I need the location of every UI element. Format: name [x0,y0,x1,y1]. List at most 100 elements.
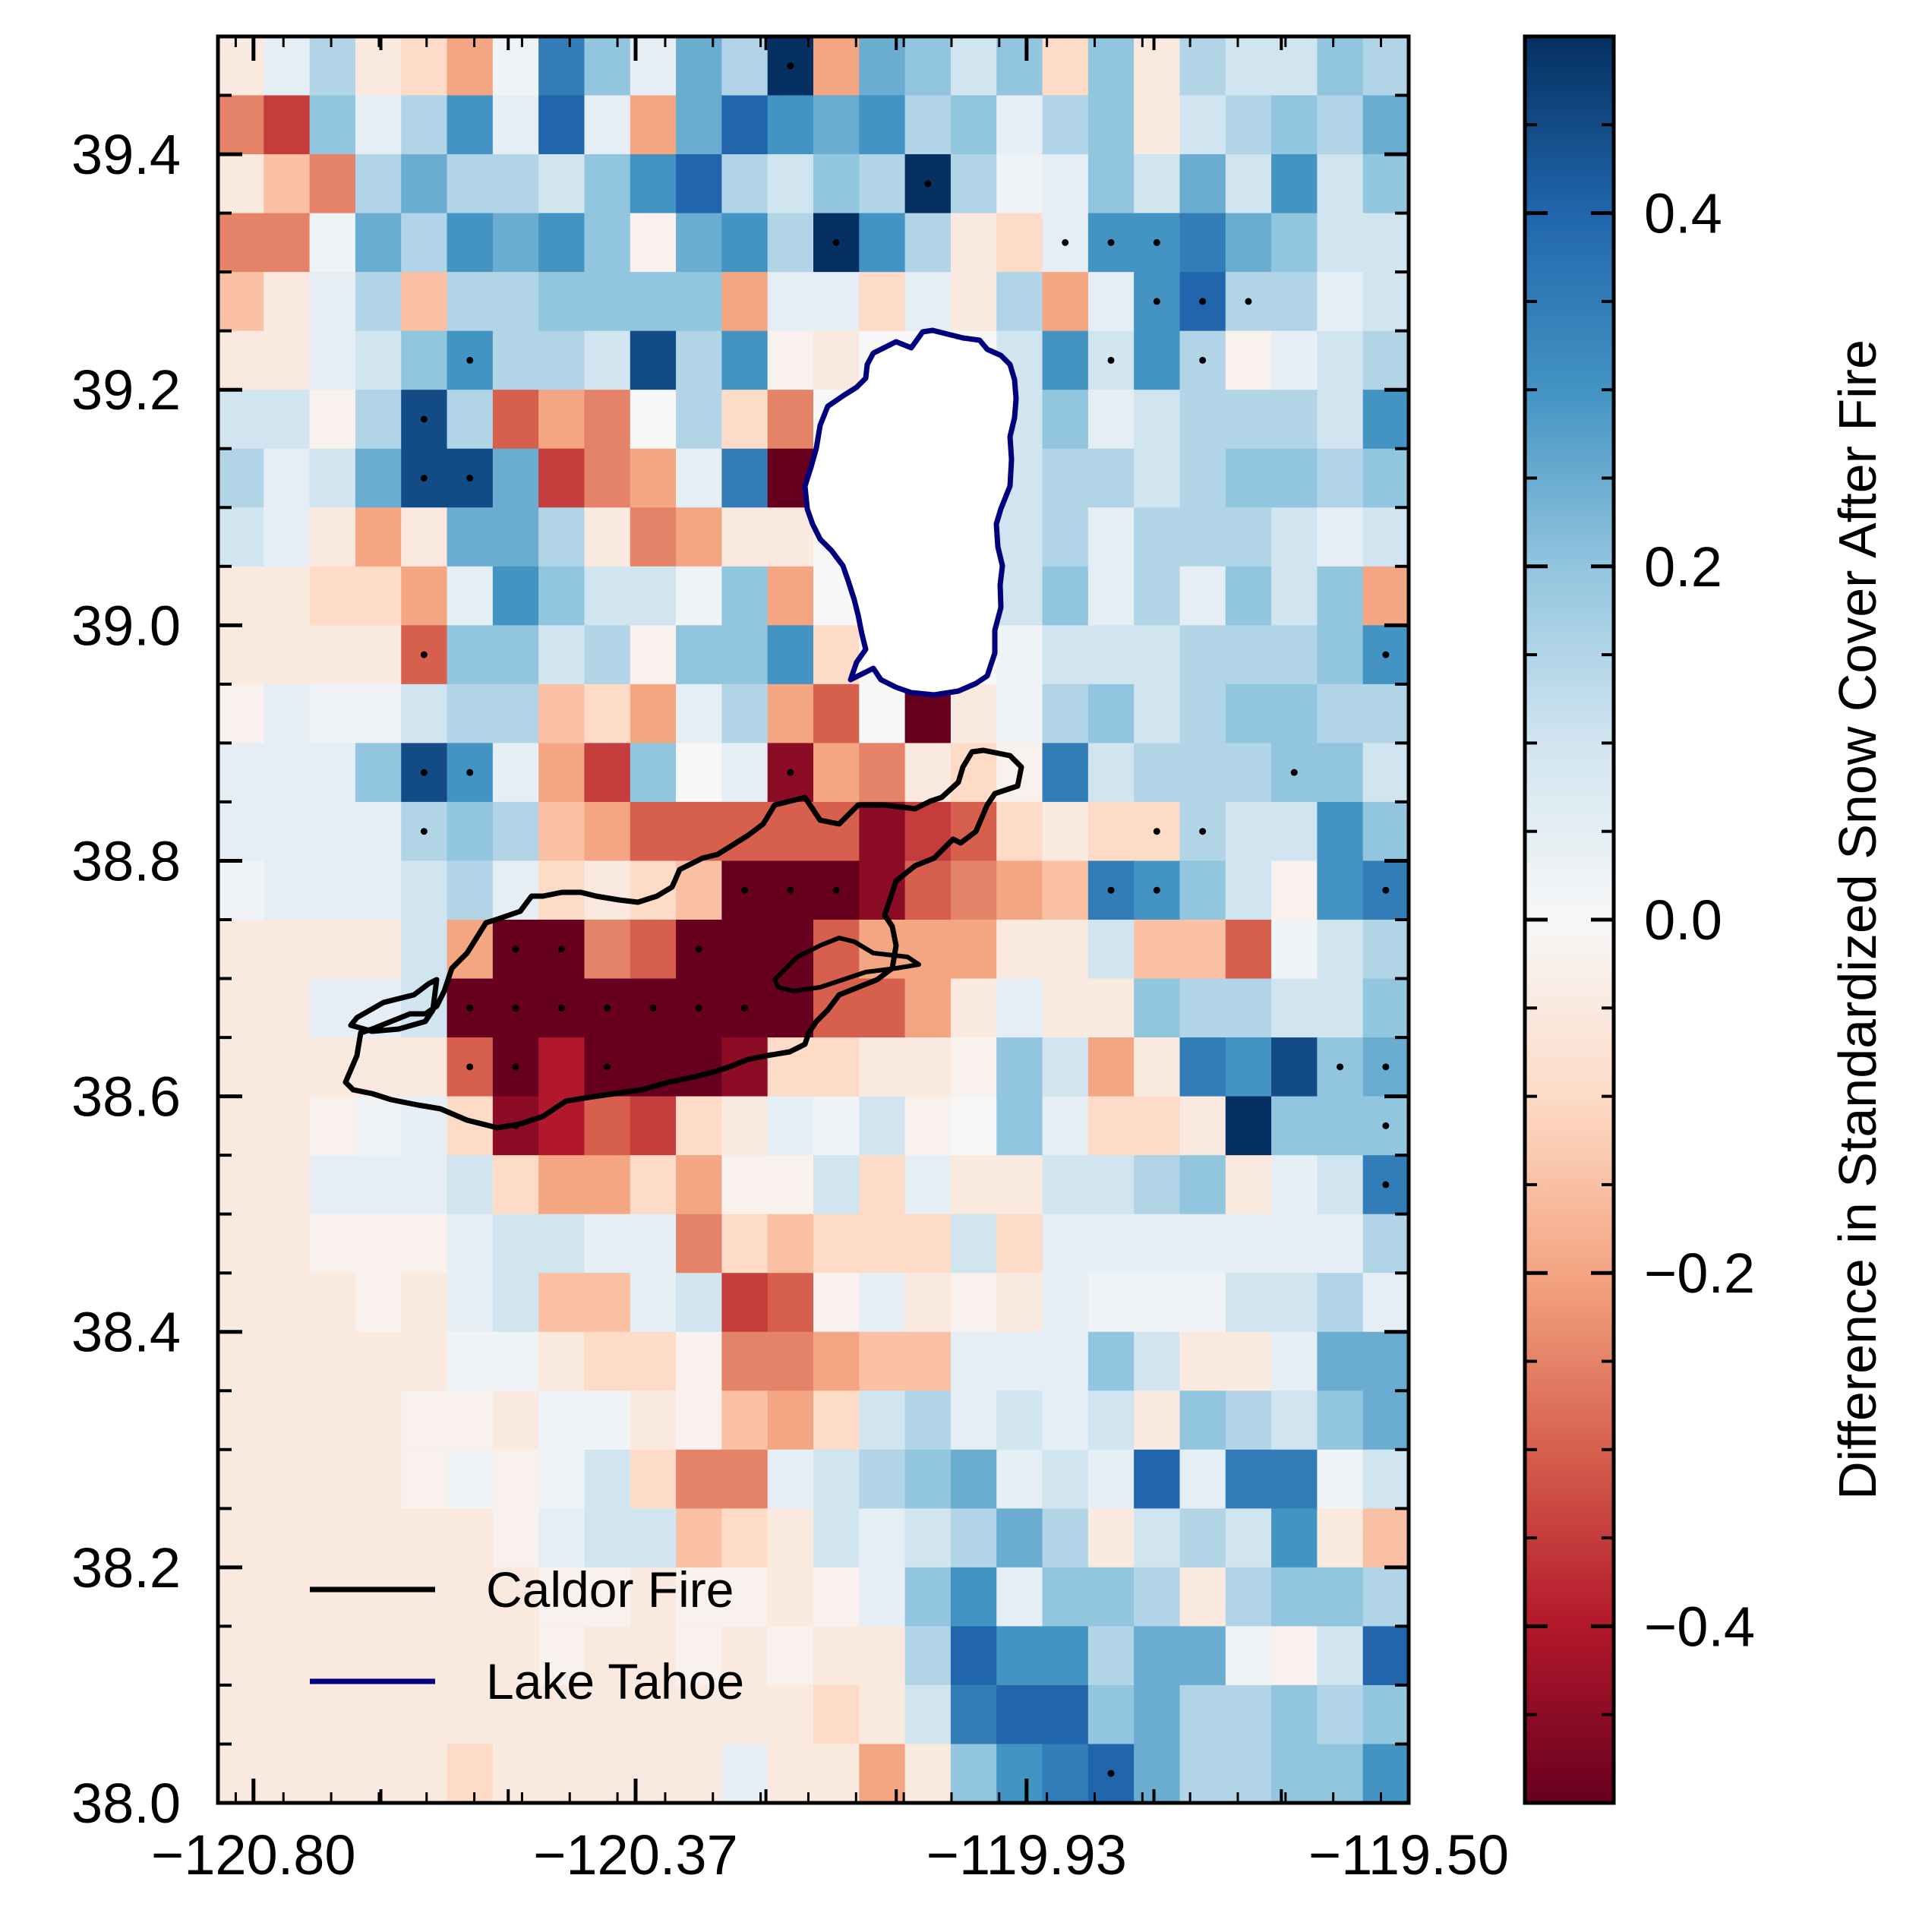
heatmap-cell [401,1449,448,1509]
heatmap-cell [1042,860,1089,920]
heatmap-cell [676,1508,722,1568]
heatmap-cell [264,1096,311,1156]
heatmap-cell [355,1508,402,1568]
lake-tahoe-outline [802,327,1019,698]
heatmap-cell [1087,743,1135,803]
heatmap-cell [1225,1331,1272,1391]
heatmap-cell [721,566,769,626]
heatmap-cell [1087,95,1135,155]
heatmap-cell [904,36,952,96]
heatmap-cell [492,1273,539,1333]
heatmap-cell [492,1567,539,1627]
heatmap-cell [676,1567,722,1627]
heatmap-cell [630,1155,677,1215]
heatmap-cell [904,1391,952,1451]
heatmap-cell [1087,978,1135,1038]
heatmap-cell [950,1391,997,1451]
heatmap-cell [767,920,814,980]
heatmap-cell [218,1155,264,1215]
colorbar-tick-label: −0.4 [1644,1595,1755,1658]
heatmap-cell [721,1391,769,1451]
heatmap-cell [309,36,356,96]
heatmap-cell [721,1331,769,1391]
heatmap-cell [447,625,494,685]
heatmap-cell [401,1331,448,1391]
heatmap-cell [538,272,585,332]
significance-dots [420,62,1390,1777]
heatmap-cell [1225,1155,1272,1215]
heatmap-cell [1225,978,1272,1038]
heatmap-cell [538,683,585,743]
heatmap-cell [492,272,539,332]
heatmap-cell [1042,36,1089,96]
heatmap-cell [355,801,402,862]
heatmap-cell [1225,507,1272,567]
heatmap-cell [950,1155,997,1215]
heatmap-cell [1317,1567,1364,1627]
heatmap-cell [996,154,1043,214]
heatmap-cell [813,1744,860,1804]
heatmap-cell [538,95,585,155]
heatmap-cell [584,95,631,155]
heatmap-cell [859,801,906,862]
heatmap-cell [1271,1155,1318,1215]
heatmap-cell [218,743,264,803]
heatmap-cell [904,1037,952,1097]
heatmap-cell [447,1684,494,1745]
heatmap-cell [1317,507,1364,567]
heatmap-cell [401,1567,448,1627]
heatmap-cell [492,743,539,803]
heatmap-cell [1087,1273,1135,1333]
heatmap-cell [218,95,264,155]
colorbar-tick-label: −0.2 [1644,1242,1755,1305]
heatmap-cell [355,625,402,685]
heatmap-cell [1362,566,1409,626]
heatmap-cell [859,1744,906,1804]
heatmap-cell [447,1508,494,1568]
heatmap-cell [1087,801,1135,862]
heatmap-cell [1087,1037,1135,1097]
heatmap-cell [1317,448,1364,508]
heatmap-cell [996,566,1043,626]
heatmap-cell [1042,683,1089,743]
heatmap-cell [1134,1508,1181,1568]
heatmap-cell [767,1096,814,1156]
heatmap-cell [1225,683,1272,743]
heatmap-cell [218,1744,264,1804]
heatmap-cell [218,1214,264,1274]
heatmap-cell [401,1391,448,1451]
heatmap-cell [1134,1567,1181,1627]
heatmap-cell [1271,1508,1318,1568]
heatmap-cell [767,1391,814,1451]
heatmap-cell [1179,507,1226,567]
significance-dot [1199,298,1207,305]
heatmap-cell [721,507,769,567]
heatmap-cell [676,36,722,96]
heatmap-cell [1134,1449,1181,1509]
heatmap-cell [1042,1567,1089,1627]
heatmap-cell [1225,801,1272,862]
heatmap-cell [950,213,997,273]
heatmap-cell [630,1391,677,1451]
heatmap-cell [447,390,494,450]
heatmap-cell [264,1626,311,1686]
significance-dot [832,238,840,246]
heatmap-cell [813,330,860,390]
heatmap-cell [538,448,585,508]
heatmap-cell [1134,1331,1181,1391]
heatmap-cell [1087,1449,1135,1509]
heatmap-cell [264,1391,311,1451]
heatmap-cell [721,1214,769,1274]
heatmap-cell [767,1508,814,1568]
heatmap-cell [1179,36,1226,96]
heatmap-cell [676,507,722,567]
legend-label-lake-tahoe: Lake Tahoe [486,1653,744,1709]
heatmap-cell [538,1684,585,1745]
heatmap-cell [630,1508,677,1568]
heatmap-cell [1317,566,1364,626]
heatmap-cell [630,1214,677,1274]
heatmap-cell [996,625,1043,685]
heatmap-cell [1087,154,1135,214]
significance-dot [1290,769,1298,776]
heatmap-cell [1134,330,1181,390]
